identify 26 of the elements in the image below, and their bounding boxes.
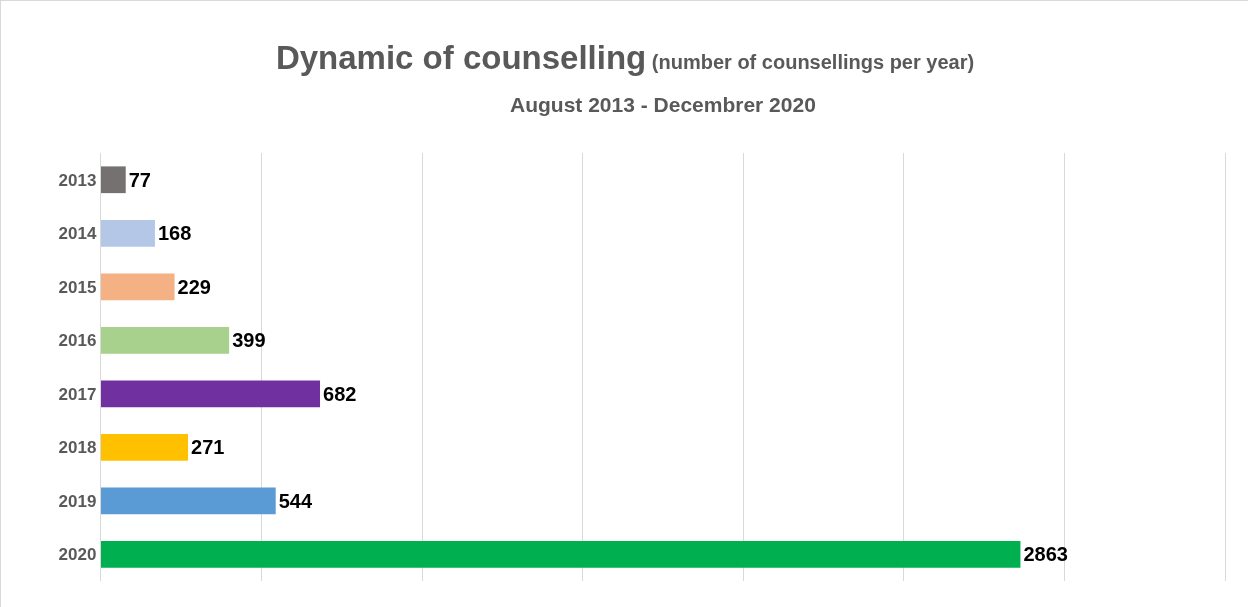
y-tick-label: 2013 bbox=[58, 170, 97, 190]
data-label: 2863 bbox=[1023, 543, 1068, 566]
y-tick-label: 2014 bbox=[58, 224, 97, 244]
bar bbox=[101, 433, 189, 461]
data-label: 229 bbox=[177, 275, 211, 298]
bar bbox=[101, 219, 155, 247]
y-tick-label: 2015 bbox=[58, 277, 97, 297]
bar bbox=[101, 380, 321, 408]
bar bbox=[101, 487, 276, 515]
chart-subtitle: August 2013 - Decembrer 2020 bbox=[510, 93, 816, 116]
y-tick-label: 2017 bbox=[58, 384, 97, 404]
data-label: 271 bbox=[191, 436, 225, 459]
bar bbox=[101, 273, 175, 301]
y-tick-label: 2018 bbox=[58, 438, 97, 458]
chart-title: Dynamic of counselling (number of counsellings per year) bbox=[275, 39, 975, 77]
data-label: 544 bbox=[278, 489, 313, 512]
bar bbox=[101, 540, 1021, 568]
bar bbox=[101, 166, 126, 194]
data-label: 168 bbox=[157, 222, 192, 245]
y-tick-label: 2019 bbox=[58, 491, 97, 511]
bar bbox=[101, 326, 230, 354]
data-label: 399 bbox=[232, 329, 266, 352]
y-tick-label: 2020 bbox=[58, 545, 97, 565]
y-tick-label: 2016 bbox=[58, 331, 97, 351]
data-label: 682 bbox=[323, 382, 357, 405]
data-label: 77 bbox=[128, 168, 151, 191]
